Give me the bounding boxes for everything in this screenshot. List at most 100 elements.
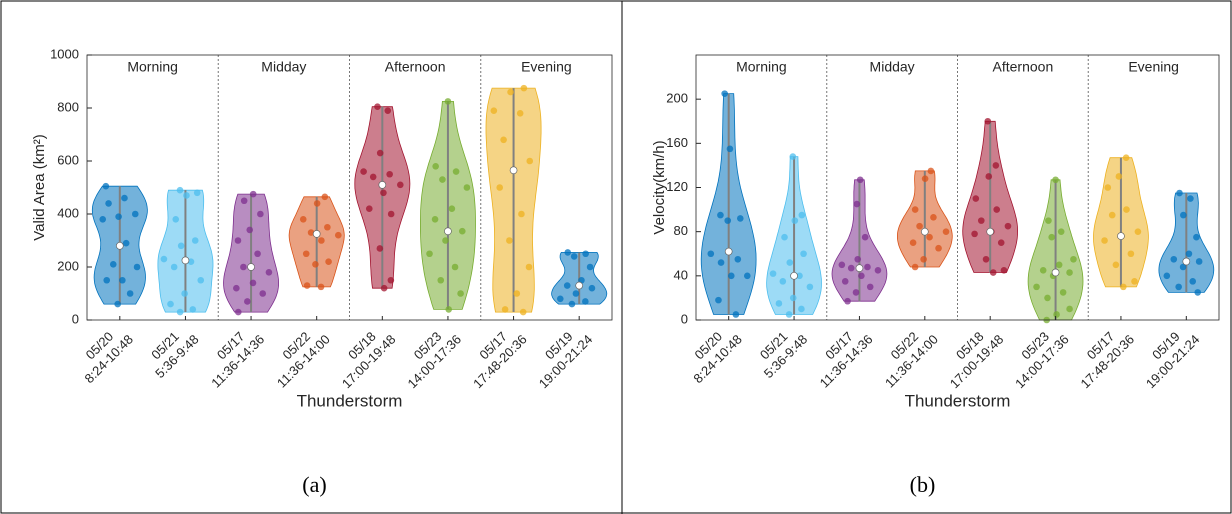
y-tick-label: 800 xyxy=(57,99,79,114)
median xyxy=(1182,257,1191,266)
point xyxy=(844,297,851,305)
point xyxy=(233,284,240,292)
point xyxy=(861,233,869,241)
median xyxy=(378,181,387,189)
point xyxy=(360,168,367,175)
point xyxy=(119,276,126,284)
point xyxy=(513,290,521,297)
point xyxy=(1066,305,1073,313)
point xyxy=(176,186,184,194)
group-label: Morning xyxy=(736,59,787,75)
point xyxy=(249,190,257,198)
point xyxy=(369,173,377,181)
y-tick-label: 200 xyxy=(666,91,688,106)
point xyxy=(490,107,498,114)
point xyxy=(564,249,572,256)
point xyxy=(133,263,141,271)
point xyxy=(246,226,254,234)
point xyxy=(191,237,199,244)
point xyxy=(921,175,929,182)
y-axis-label: Valid Area (km²) xyxy=(31,134,48,240)
point xyxy=(732,311,740,318)
point xyxy=(911,206,919,213)
point xyxy=(244,298,251,305)
point xyxy=(942,228,950,235)
point xyxy=(1044,294,1051,302)
point xyxy=(1108,211,1116,219)
point xyxy=(556,295,564,303)
point xyxy=(1170,255,1178,263)
point xyxy=(586,263,594,271)
median xyxy=(115,241,124,250)
point xyxy=(506,237,513,244)
point xyxy=(170,263,178,271)
point xyxy=(874,267,882,274)
point xyxy=(265,269,273,276)
point xyxy=(122,239,130,247)
point xyxy=(785,311,793,318)
point xyxy=(103,276,111,284)
point xyxy=(856,176,864,184)
point xyxy=(1123,206,1130,213)
point xyxy=(989,269,997,276)
point xyxy=(1033,283,1040,291)
point xyxy=(181,290,188,297)
point xyxy=(445,306,453,313)
point xyxy=(105,200,112,207)
median xyxy=(312,230,321,238)
median xyxy=(509,166,518,175)
y-tick-label: 0 xyxy=(681,311,688,326)
point xyxy=(500,136,507,144)
point xyxy=(176,308,184,316)
point xyxy=(384,107,392,114)
point xyxy=(380,284,388,292)
point xyxy=(1134,228,1142,235)
point xyxy=(312,261,319,268)
point xyxy=(1070,255,1077,263)
y-tick-label: 0 xyxy=(72,311,79,326)
point xyxy=(1195,258,1203,265)
point xyxy=(997,239,1005,247)
point xyxy=(234,237,242,244)
point xyxy=(1048,233,1055,241)
point xyxy=(984,117,992,125)
point xyxy=(519,308,527,316)
group-label: Afternoon xyxy=(993,59,1054,75)
point xyxy=(299,216,307,223)
median xyxy=(920,227,929,236)
point xyxy=(240,263,247,271)
point xyxy=(463,184,471,191)
median xyxy=(724,247,733,256)
point xyxy=(302,250,310,258)
point xyxy=(451,263,459,271)
median xyxy=(444,227,452,236)
point xyxy=(115,213,122,220)
point xyxy=(1059,289,1067,296)
point xyxy=(798,305,805,313)
point xyxy=(526,157,534,165)
point xyxy=(800,250,807,258)
y-tick-label: 1000 xyxy=(50,46,79,61)
point xyxy=(114,300,121,308)
panel-label: (a) xyxy=(302,472,326,497)
point xyxy=(426,250,433,258)
point xyxy=(563,282,571,289)
point xyxy=(1055,261,1063,269)
point xyxy=(431,216,439,223)
x-axis-label: Thunderstorm xyxy=(905,391,1011,410)
panel-label: (b) xyxy=(910,472,936,497)
point xyxy=(838,261,846,269)
point xyxy=(374,103,381,110)
point xyxy=(985,173,993,180)
point xyxy=(259,290,267,297)
point xyxy=(458,227,466,235)
group-label: Evening xyxy=(521,59,572,75)
point xyxy=(325,258,332,266)
x-tick-label-group: 05/208:24-10:48 xyxy=(81,329,136,386)
point xyxy=(853,200,861,208)
